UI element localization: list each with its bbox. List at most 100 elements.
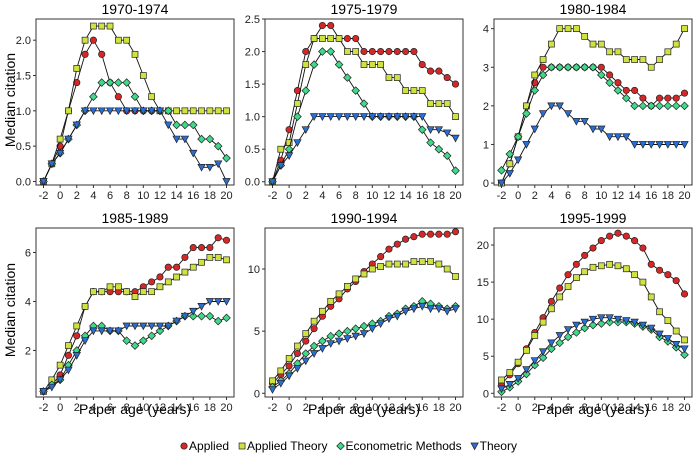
panel-1970-1974-point-theory	[189, 149, 198, 158]
panel-1990-1994-point-theory	[401, 307, 410, 316]
panel-1970-1974-point-theory	[47, 160, 56, 169]
panel-1975-1979-point-theory	[309, 113, 319, 121]
panel-1985-1989-x-tick-label: 8	[124, 402, 130, 414]
panel-1990-1994-point-applied-theory	[368, 265, 376, 273]
panel-1995-1999-point-applied-theory	[631, 271, 638, 279]
panels: 1970-1974-2 0 2 4 6 8 10 12 14 16 18 200.00.51.01.5…	[16, 1, 693, 414]
legend-item-theory: Theory	[470, 439, 517, 453]
panel-1985-1989-point-econometric-methods	[147, 331, 156, 341]
panel-1990-1994-x-tick-label: 20	[449, 402, 461, 414]
panel-1985-1989-point-applied	[181, 253, 189, 261]
panel-1980-1984-title: 1980-1984	[560, 1, 627, 17]
panel-1980-1984-line-theory	[501, 105, 685, 184]
panel-1990-1994-point-theory	[334, 337, 344, 346]
panel-1985-1989-point-theory	[64, 366, 73, 375]
panel-1990-1994-x-tick-label: 12	[383, 402, 395, 414]
panel-1970-1974-point-applied-theory	[181, 107, 189, 115]
panel-1990-1994-point-applied-theory	[402, 260, 409, 268]
panel-1980-1984-y-tick-label: 3	[483, 62, 489, 74]
panel-1995-1999-point-applied	[622, 232, 630, 240]
panel-1975-1979-point-applied	[402, 47, 410, 56]
panel-1970-1974-point-econometric-methods	[197, 134, 206, 144]
panel-1980-1984-point-applied-theory	[681, 25, 688, 33]
panel-1995-1999-point-applied-theory	[523, 346, 530, 354]
panel-1985-1989-y-tick-label: 6	[25, 247, 31, 259]
panel-1970-1974-point-applied-theory	[123, 36, 131, 44]
panel-1980-1984-point-theory	[680, 141, 689, 149]
panel-1975-1979-point-applied-theory	[385, 74, 393, 81]
panel-1995-1999-point-theory	[597, 314, 606, 323]
panel-1980-1984-point-applied	[539, 63, 547, 71]
panel-1970-1974-point-econometric-methods	[163, 106, 173, 116]
panel-1990-1994-point-theory	[276, 379, 285, 388]
panel-1985-1989-point-applied	[214, 234, 222, 242]
panel-1990-1994-point-econometric-methods	[318, 336, 327, 346]
panel-1970-1974-point-theory	[155, 107, 165, 116]
panel-1995-1999-point-theory	[672, 341, 681, 349]
panel-1985-1989-point-theory	[47, 383, 56, 392]
panel-1975-1979-point-theory	[443, 129, 452, 138]
panel-1970-1974-point-applied-theory	[148, 93, 155, 101]
panel-1995-1999-point-theory	[522, 366, 531, 374]
panel-1990-1994-point-theory	[376, 320, 385, 329]
panel-1970-1974-x-tick-label: 20	[220, 190, 232, 202]
panel-1995-1999-series-applied-theory	[498, 260, 688, 384]
panel-1970-1974-point-applied-theory	[223, 107, 230, 115]
panel-1995-1999-point-applied-theory	[656, 308, 663, 316]
panel-1980-1984-point-econometric-methods	[680, 101, 689, 111]
panel-1975-1979-point-econometric-methods	[343, 73, 352, 82]
panel-1985-1989-point-theory	[55, 376, 65, 385]
panel-1990-1994-point-theory	[393, 312, 402, 321]
panel-1980-1984-point-theory	[572, 117, 581, 126]
panel-1980-1984-point-applied-theory	[656, 56, 663, 63]
panel-1970-1974-point-econometric-methods	[172, 120, 181, 130]
panel-1995-1999-frame	[493, 227, 693, 398]
panel-1980-1984-point-applied	[656, 94, 664, 102]
panel-1990-1994-point-applied-theory	[302, 330, 310, 337]
panel-1975-1979-point-applied	[443, 74, 451, 82]
panel-1990-1994-point-applied	[393, 240, 401, 248]
panel-1980-1984-series-applied	[497, 63, 689, 187]
panel-1980-1984-point-applied	[622, 86, 630, 94]
panel-1970-1974-point-econometric-methods	[222, 153, 231, 163]
panel-1995-1999-point-theory	[655, 330, 664, 339]
panel-1985-1989-x-tick-label: 0	[57, 402, 63, 414]
panel-1980-1984-point-theory	[580, 117, 589, 126]
panel-1995-1999-point-applied	[597, 237, 605, 245]
panel-1985-1989-point-applied-theory	[173, 273, 180, 281]
panel-1975-1979-point-applied	[368, 47, 376, 56]
panel-1985-1989-point-econometric-methods	[205, 311, 215, 321]
panel-1995-1999-series-econometric-methods	[497, 317, 689, 397]
panel-1995-1999-point-applied-theory	[622, 265, 630, 273]
panel-1980-1984-point-applied-theory	[548, 40, 555, 48]
panel-1975-1979-point-theory	[451, 134, 460, 143]
panel-1980-1984-point-econometric-methods	[572, 62, 581, 72]
panel-1980-1984-point-econometric-methods	[522, 109, 531, 118]
panel-1995-1999-point-applied-theory	[548, 305, 555, 313]
panel-1995-1999-point-theory	[622, 317, 631, 325]
panel-1970-1974-x-tick-label: 14	[170, 190, 182, 202]
panel-1995-1999-x-tick-label: 0	[515, 402, 521, 414]
panel-1980-1984-point-econometric-methods	[597, 70, 606, 80]
x-axis-label-1: Paper age (years)	[79, 401, 191, 417]
panel-1980-1984-y-tick-label: 1	[483, 139, 489, 151]
panel-1975-1979-point-applied-theory	[402, 87, 409, 94]
panel-1970-1974-point-applied-theory	[65, 107, 72, 115]
panel-1995-1999-point-applied-theory	[581, 268, 589, 276]
x-axis-label-3: Paper age (years)	[537, 401, 649, 417]
panel-1995-1999-point-theory	[555, 332, 564, 340]
panel-1995-1999-point-applied-theory	[531, 332, 539, 339]
panel-1995-1999-y-tick-label: 10	[477, 314, 489, 326]
panel-1990-1994-point-applied	[451, 228, 460, 236]
panel-1995-1999-point-econometric-methods	[605, 317, 614, 327]
panel-1995-1999-point-applied	[556, 284, 564, 292]
panel-1990-1994-point-econometric-methods	[326, 331, 336, 341]
panel-1980-1984-point-theory	[647, 141, 656, 149]
panel-1970-1974-point-applied-theory	[56, 135, 64, 143]
panel-1980-1984-point-applied	[614, 79, 622, 87]
panel-1975-1979-point-theory	[409, 113, 419, 121]
panel-1980-1984-point-applied	[631, 86, 639, 94]
panel-1980-1984-x-tick-label: 14	[628, 190, 640, 202]
panel-1975-1979-point-applied-theory	[310, 35, 318, 42]
